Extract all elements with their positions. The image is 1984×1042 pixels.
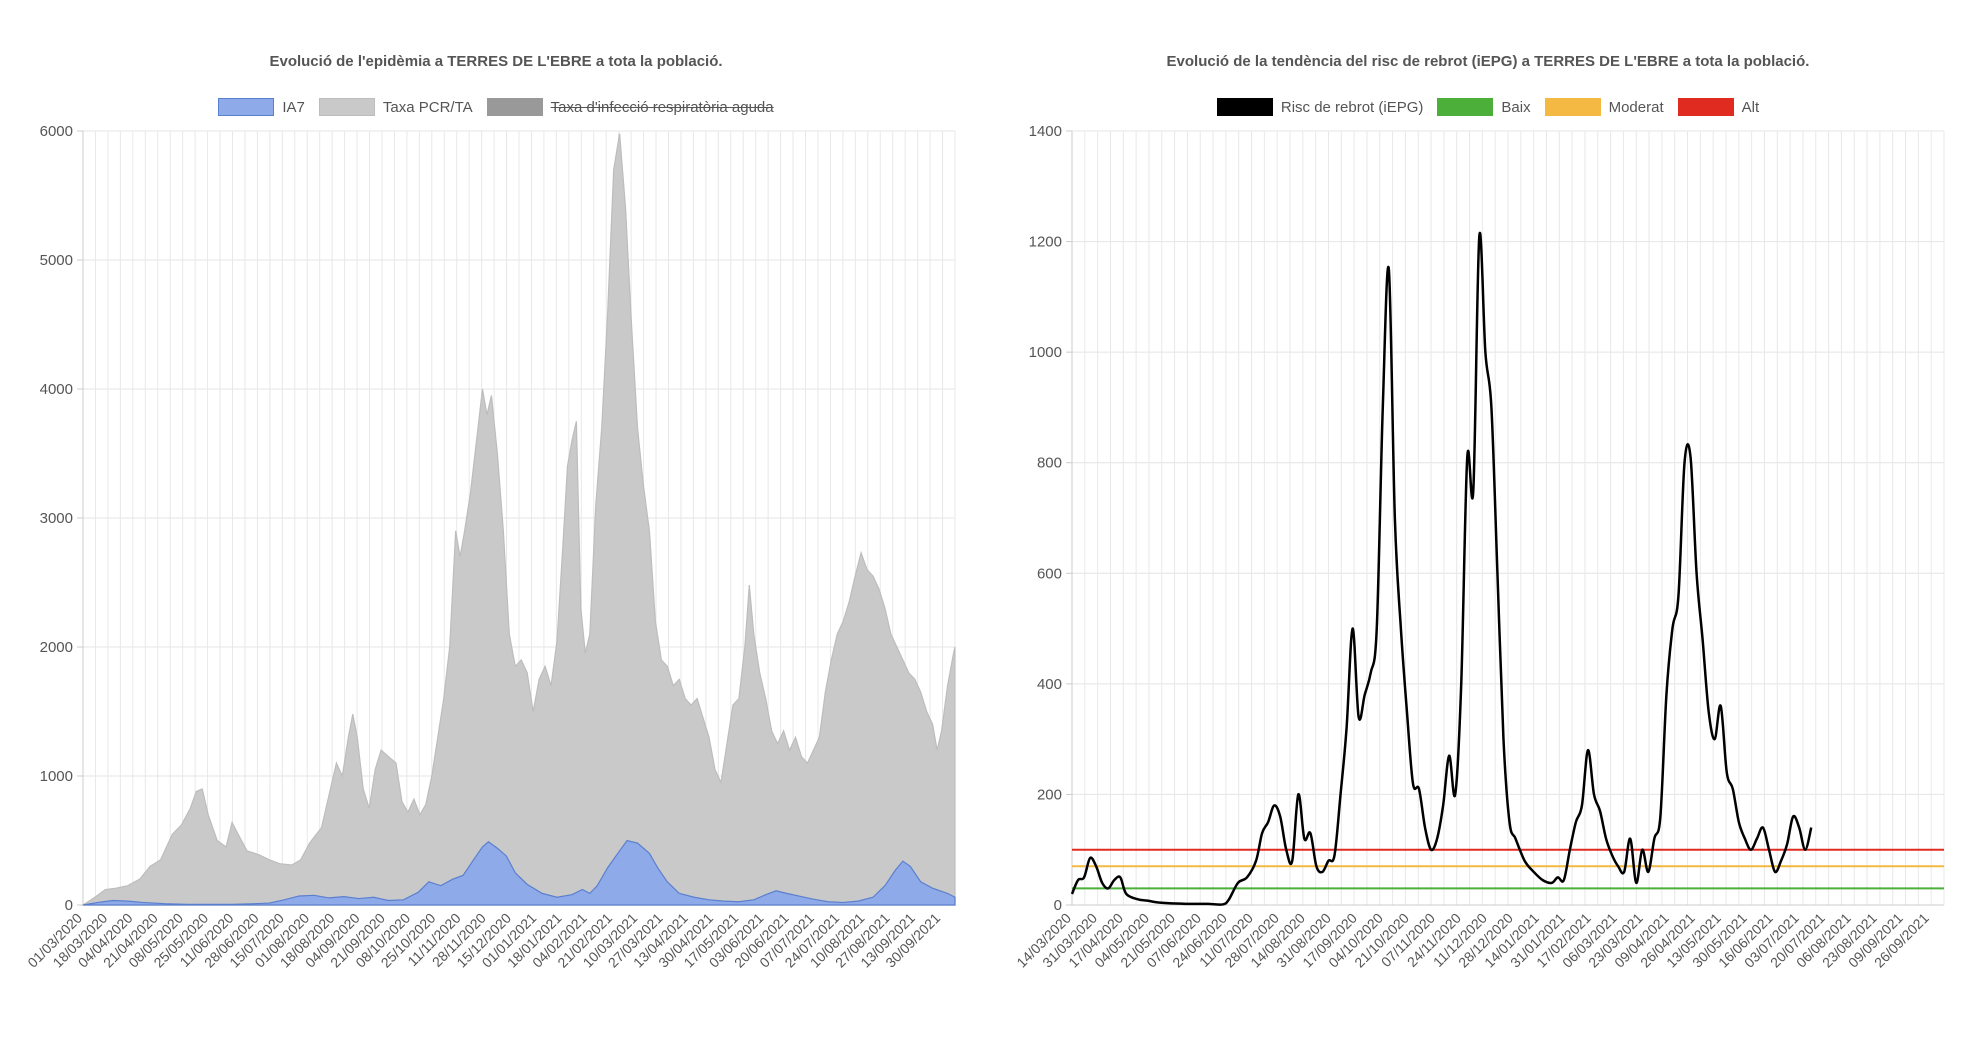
- left-chart-legend: IA7 Taxa PCR/TA Taxa d'infecció respirat…: [0, 98, 992, 116]
- y-tick-label: 3000: [40, 510, 73, 527]
- legend-item-ia7[interactable]: IA7: [218, 98, 305, 116]
- y-tick-label: 600: [1037, 565, 1062, 582]
- legend-label-taxa-ira: Taxa d'infecció respiratòria aguda: [550, 98, 774, 116]
- series-area-ia7: [82, 839, 956, 906]
- y-tick-label: 1000: [1029, 344, 1062, 361]
- y-tick-label: 2000: [40, 639, 73, 656]
- right-chart-title: Evolució de la tendència del risc de reb…: [1166, 53, 1810, 70]
- legend-item-taxa-pcr[interactable]: Taxa PCR/TA: [318, 98, 473, 116]
- y-tick-label: 6000: [40, 123, 73, 140]
- right-chart-plot: 020040060080010001200140014/03/202031/03…: [1013, 123, 1945, 971]
- legend-label-ia7: IA7: [282, 98, 305, 116]
- legend-label-alt: Alt: [1741, 98, 1760, 116]
- legend-swatch-iepg: [1216, 98, 1273, 116]
- legend-swatch-taxa-ira: [486, 98, 543, 116]
- y-tick-label: 0: [1054, 897, 1062, 914]
- legend-item-baix[interactable]: Baix: [1437, 98, 1531, 116]
- legend-swatch-alt: [1677, 98, 1734, 116]
- y-tick-label: 4000: [40, 381, 73, 398]
- y-tick-label: 5000: [40, 252, 73, 269]
- legend-label-taxa-pcr: Taxa PCR/TA: [382, 98, 473, 116]
- y-tick-label: 1200: [1029, 234, 1062, 251]
- y-tick-label: 800: [1037, 455, 1062, 472]
- left-chart-title: Evolució de l'epidèmia a TERRES DE L'EBR…: [269, 53, 723, 70]
- y-tick-label: 0: [65, 897, 73, 914]
- y-tick-label: 400: [1037, 676, 1062, 693]
- legend-swatch-moderat: [1544, 98, 1601, 116]
- y-tick-label: 200: [1037, 786, 1062, 803]
- legend-item-taxa-ira[interactable]: Taxa d'infecció respiratòria aguda: [486, 98, 774, 116]
- left-chart-plot: 010002000300040005000600001/03/202018/03…: [24, 123, 956, 971]
- right-chart-panel: Evolució de la tendència del risc de reb…: [992, 0, 1984, 1042]
- left-chart-panel: Evolució de l'epidèmia a TERRES DE L'EBR…: [0, 53, 992, 971]
- y-tick-label: 1400: [1029, 123, 1062, 140]
- legend-item-alt[interactable]: Alt: [1677, 98, 1760, 116]
- legend-swatch-ia7: [218, 98, 275, 116]
- y-tick-label: 1000: [40, 768, 73, 785]
- legend-swatch-baix: [1437, 98, 1494, 116]
- legend-swatch-taxa-pcr: [318, 98, 375, 116]
- legend-label-iepg: Risc de rebrot (iEPG): [1280, 98, 1424, 116]
- right-chart-legend: Risc de rebrot (iEPG) Baix Moderat Alt: [992, 98, 1984, 116]
- legend-label-baix: Baix: [1501, 98, 1531, 116]
- legend-item-iepg[interactable]: Risc de rebrot (iEPG): [1216, 98, 1424, 116]
- series-area-taxa-pcr-ta: [80, 133, 956, 906]
- legend-item-moderat[interactable]: Moderat: [1544, 98, 1664, 116]
- legend-label-moderat: Moderat: [1608, 98, 1664, 116]
- series-line-iepg: [1070, 231, 1813, 906]
